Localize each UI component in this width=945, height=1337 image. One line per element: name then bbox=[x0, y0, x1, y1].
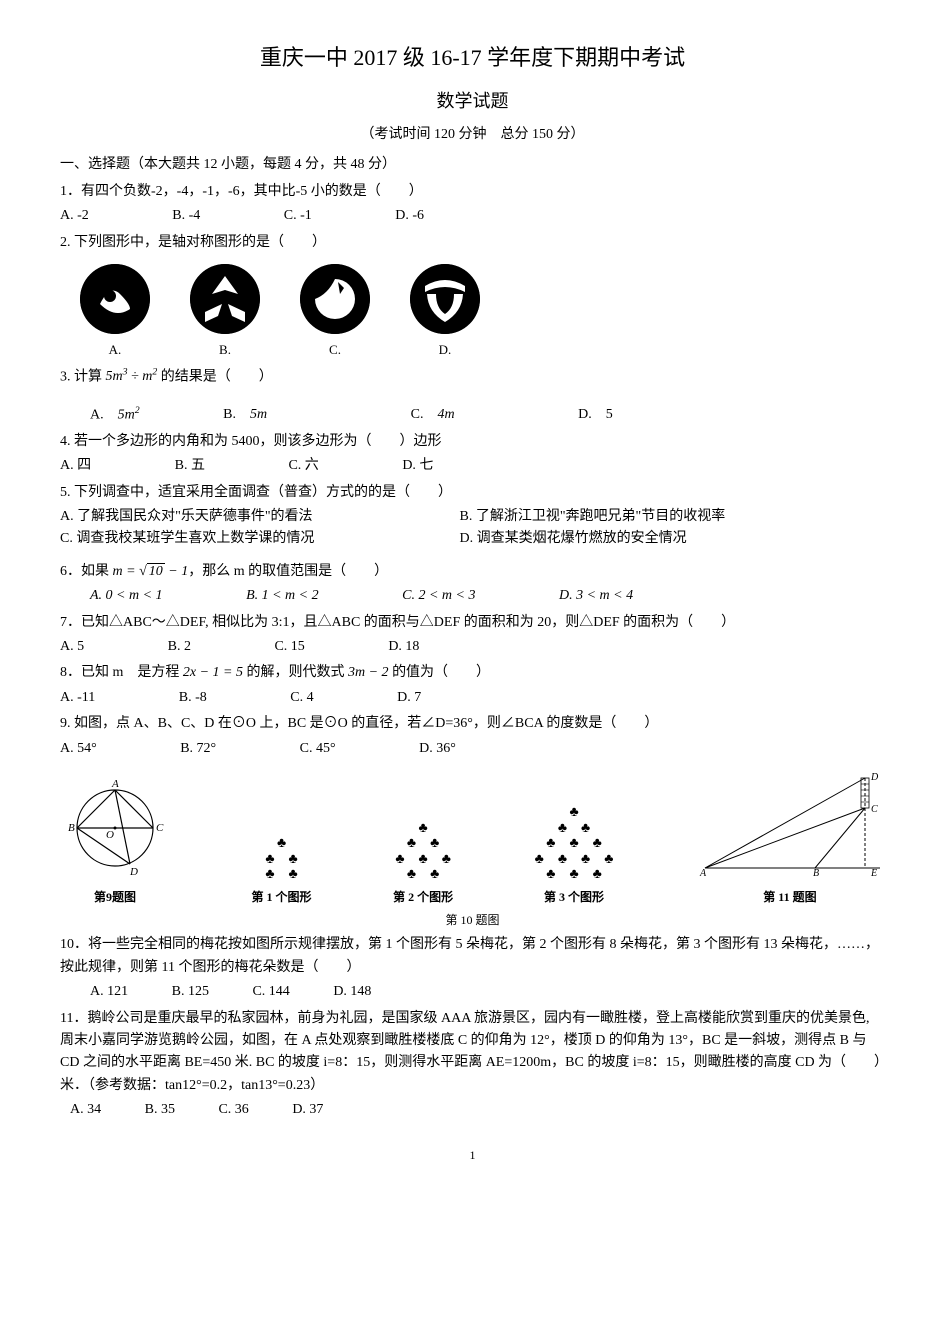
q6-option-d: D. 3 < m < 4 bbox=[559, 585, 673, 607]
q8-option-c: C. 4 bbox=[290, 687, 313, 709]
figure-pattern-3: ♣ ♣ ♣ ♣ ♣ ♣ ♣ ♣ ♣ ♣ ♣ ♣ ♣ 第 3 个图形 bbox=[535, 805, 614, 907]
q9-option-a: A. 54° bbox=[60, 738, 97, 760]
q2-label-d: D. bbox=[410, 340, 480, 361]
question-7: 7．已知△ABC～△DEF, 相似比为 3:1，且△ABC 的面积与△DEF 的… bbox=[60, 612, 885, 634]
svg-text:B: B bbox=[68, 822, 75, 834]
question-6: 6．如果 m = √10 − 1，那么 m 的取值范围是（ ） bbox=[60, 561, 885, 583]
q5-option-b: B. 了解浙江卫视"奔跑吧兄弟"节目的收视率 bbox=[460, 506, 856, 528]
exam-info: （考试时间 120 分钟 总分 150 分） bbox=[60, 124, 885, 146]
q2-label-b: B. bbox=[190, 340, 260, 361]
question-1: 1．有四个负数-2，-4，-1，-6，其中比-5 小的数是（ ） bbox=[60, 181, 885, 203]
q1-option-a: A. -2 bbox=[60, 205, 89, 227]
q2-logo-d bbox=[410, 264, 480, 334]
q5-option-d: D. 调查某类烟花爆竹燃放的安全情况 bbox=[460, 528, 856, 550]
q3-option-c: C. 4m bbox=[411, 404, 495, 426]
q4-option-c: C. 六 bbox=[288, 455, 318, 477]
figure-10-caption: 第 10 题图 bbox=[60, 911, 885, 930]
q4-option-b: B. 五 bbox=[175, 455, 205, 477]
q9-option-d: D. 36° bbox=[419, 738, 456, 760]
question-11: 11．鹅岭公司是重庆最早的私家园林，前身为礼园，是国家级 AAA 旅游景区，园内… bbox=[60, 1008, 885, 1098]
svg-text:C: C bbox=[156, 822, 164, 834]
q9-option-b: B. 72° bbox=[180, 738, 216, 760]
q6-option-a: A. 0 < m < 1 bbox=[90, 585, 203, 607]
q2-label-c: C. bbox=[300, 340, 370, 361]
q10-option-c: C. 144 bbox=[252, 981, 289, 1003]
q6-option-c: C. 2 < m < 3 bbox=[402, 585, 515, 607]
q2-logo-c bbox=[300, 264, 370, 334]
figure-pattern-1: ♣ ♣ ♣ ♣ ♣ 第 1 个图形 bbox=[252, 836, 312, 907]
question-9: 9. 如图，点 A、B、C、D 在⊙O 上，BC 是⊙O 的直径，若∠D=36°… bbox=[60, 713, 885, 735]
q10-option-b: B. 125 bbox=[172, 981, 209, 1003]
q3-option-b: B. 5m bbox=[223, 404, 307, 426]
figure-q11: A B C D E 第 11 题图 bbox=[695, 768, 885, 907]
svg-text:O: O bbox=[106, 829, 114, 841]
q6-option-b: B. 1 < m < 2 bbox=[246, 585, 359, 607]
figure-row: A B C D O 第9题图 ♣ ♣ ♣ ♣ ♣ 第 1 个图形 ♣ ♣ ♣ ♣… bbox=[60, 768, 885, 907]
q5-option-c: C. 调查我校某班学生喜欢上数学课的情况 bbox=[60, 528, 456, 550]
q5-option-a: A. 了解我国民众对"乐天萨德事件"的看法 bbox=[60, 506, 456, 528]
q1-option-d: D. -6 bbox=[395, 205, 424, 227]
q2-logo-b bbox=[190, 264, 260, 334]
q1-option-b: B. -4 bbox=[172, 205, 200, 227]
figure-pattern-2: ♣ ♣ ♣ ♣ ♣ ♣ ♣ ♣ 第 2 个图形 bbox=[393, 821, 453, 908]
q10-option-d: D. 148 bbox=[333, 981, 371, 1003]
q2-logo-a bbox=[80, 264, 150, 334]
question-5: 5. 下列调查中，适宜采用全面调查（普查）方式的的是（ ） bbox=[60, 482, 885, 504]
question-8: 8．已知 m 是方程 2x − 1 = 5 的解，则代数式 3m − 2 的值为… bbox=[60, 662, 885, 684]
q11-option-c: C. 36 bbox=[218, 1099, 248, 1121]
q7-option-c: C. 15 bbox=[274, 636, 304, 658]
q10-option-a: A. 121 bbox=[90, 981, 128, 1003]
svg-text:A: A bbox=[111, 778, 119, 790]
svg-text:A: A bbox=[699, 868, 707, 878]
page-number: 1 bbox=[60, 1146, 885, 1165]
q8-option-b: B. -8 bbox=[179, 687, 207, 709]
figure-q9: A B C D O 第9题图 bbox=[60, 778, 170, 907]
q11-option-a: A. 34 bbox=[70, 1099, 101, 1121]
q3-option-d: D. 5 bbox=[578, 404, 613, 426]
q2-label-a: A. bbox=[80, 340, 150, 361]
q9-option-c: C. 45° bbox=[300, 738, 336, 760]
q7-option-a: A. 5 bbox=[60, 636, 84, 658]
q7-option-d: D. 18 bbox=[388, 636, 419, 658]
svg-text:C: C bbox=[871, 804, 878, 815]
question-2: 2. 下列图形中，是轴对称图形的是（ ） bbox=[60, 232, 885, 254]
svg-text:E: E bbox=[870, 868, 877, 878]
q1-option-c: C. -1 bbox=[284, 205, 312, 227]
q3-option-a: A. 5m2 bbox=[90, 403, 180, 427]
question-4: 4. 若一个多边形的内角和为 5400，则该多边形为（ ）边形 bbox=[60, 431, 885, 453]
q7-option-b: B. 2 bbox=[168, 636, 191, 658]
svg-text:B: B bbox=[813, 868, 819, 878]
question-10: 10．将一些完全相同的梅花按如图所示规律摆放，第 1 个图形有 5 朵梅花，第 … bbox=[60, 934, 885, 979]
q11-option-d: D. 37 bbox=[292, 1099, 323, 1121]
svg-text:D: D bbox=[870, 772, 879, 783]
q4-option-d: D. 七 bbox=[402, 455, 433, 477]
q8-option-d: D. 7 bbox=[397, 687, 421, 709]
q11-option-b: B. 35 bbox=[145, 1099, 175, 1121]
exam-title: 重庆一中 2017 级 16-17 学年度下期期中考试 bbox=[60, 40, 885, 75]
svg-text:D: D bbox=[129, 866, 138, 878]
question-3: 3. 计算 5m3 ÷ m2 的结果是（ ） bbox=[60, 365, 885, 389]
section1-heading: 一、选择题（本大题共 12 小题，每题 4 分，共 48 分） bbox=[60, 154, 885, 176]
q2-image-row: A. B. C. bbox=[80, 264, 885, 361]
exam-subject: 数学试题 bbox=[60, 87, 885, 116]
q4-option-a: A. 四 bbox=[60, 455, 91, 477]
q8-option-a: A. -11 bbox=[60, 687, 95, 709]
